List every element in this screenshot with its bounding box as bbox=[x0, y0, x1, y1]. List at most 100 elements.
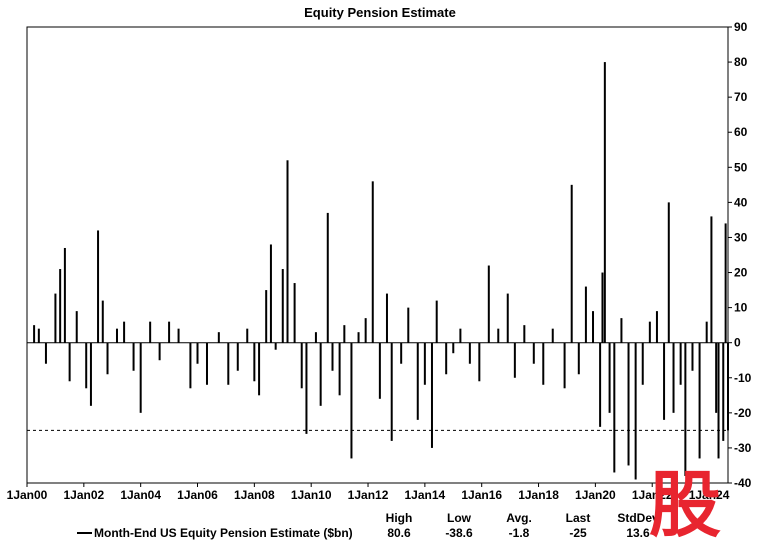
bar bbox=[371, 181, 374, 343]
bar bbox=[139, 342, 142, 413]
stat-value: 13.6 bbox=[626, 526, 650, 540]
bar bbox=[300, 342, 303, 389]
bar bbox=[727, 342, 729, 431]
bar bbox=[205, 342, 208, 385]
stat-value: 80.6 bbox=[387, 526, 411, 540]
x-axis: 1Jan00 1Jan02 1Jan04 1Jan06 1Jan08 1Jan10 1Jan… bbox=[7, 483, 730, 502]
bar bbox=[265, 290, 268, 343]
bar bbox=[158, 342, 161, 361]
stat-label: StdDev bbox=[617, 511, 659, 525]
y-tick-label: 50 bbox=[734, 160, 748, 174]
stat-value: -25 bbox=[569, 526, 587, 540]
x-tick-label: 1Jan14 bbox=[405, 488, 446, 502]
watermark-glyph: 股 bbox=[649, 463, 721, 542]
y-tick-label: 80 bbox=[734, 55, 748, 69]
bar bbox=[246, 328, 249, 343]
x-tick-label: 1Jan08 bbox=[234, 488, 275, 502]
bar bbox=[705, 321, 708, 343]
legend-label: Month-End US Equity Pension Estimate ($b… bbox=[94, 526, 353, 540]
bar bbox=[196, 342, 199, 364]
x-tick-label: 1Jan10 bbox=[291, 488, 332, 502]
bar bbox=[217, 332, 220, 343]
bar bbox=[532, 342, 535, 364]
bar bbox=[497, 328, 500, 343]
x-tick-label: 1Jan02 bbox=[63, 488, 104, 502]
bar bbox=[523, 325, 526, 343]
bar bbox=[305, 342, 308, 434]
bar bbox=[570, 184, 573, 343]
y-tick-label: -40 bbox=[734, 476, 752, 490]
bar bbox=[286, 160, 289, 343]
stat-label: Last bbox=[566, 511, 591, 525]
y-tick-label: -10 bbox=[734, 371, 752, 385]
bar bbox=[258, 342, 261, 396]
bar bbox=[445, 342, 448, 375]
x-tick-label: 1Jan12 bbox=[348, 488, 389, 502]
bar bbox=[603, 62, 606, 343]
bar bbox=[435, 300, 438, 343]
chart-title: Equity Pension Estimate bbox=[304, 5, 456, 20]
bar bbox=[364, 318, 367, 343]
legend: Month-End US Equity Pension Estimate ($b… bbox=[77, 526, 353, 540]
bar bbox=[338, 342, 341, 396]
bar bbox=[97, 230, 100, 343]
x-tick-label: 1Jan06 bbox=[177, 488, 218, 502]
bar bbox=[691, 342, 694, 371]
y-tick-label: 10 bbox=[734, 301, 748, 315]
y-tick-label: 20 bbox=[734, 266, 748, 280]
bar bbox=[722, 342, 725, 441]
bar bbox=[115, 328, 118, 343]
x-tick-label: 1Jan16 bbox=[461, 488, 502, 502]
bar bbox=[430, 342, 433, 448]
x-tick-label: 1Jan24 bbox=[689, 488, 730, 502]
bar bbox=[655, 311, 658, 343]
bar bbox=[343, 325, 346, 343]
y-axis: -40 -30 -20 -10 0 10 20 30 40 50 60 70 80 90 bbox=[728, 20, 752, 490]
bar bbox=[281, 269, 284, 343]
stat-label: High bbox=[386, 511, 413, 525]
y-tick-label: 70 bbox=[734, 90, 748, 104]
bar bbox=[357, 332, 360, 343]
x-tick-label: 1Jan18 bbox=[518, 488, 559, 502]
y-tick-label: -20 bbox=[734, 406, 752, 420]
bar bbox=[400, 342, 403, 364]
bar bbox=[487, 265, 490, 343]
bar bbox=[513, 342, 516, 378]
bar bbox=[563, 342, 566, 389]
bar bbox=[724, 223, 727, 343]
bar bbox=[85, 342, 88, 389]
bar bbox=[684, 342, 687, 476]
bar bbox=[326, 212, 329, 343]
y-tick-label: -30 bbox=[734, 441, 752, 455]
bar bbox=[319, 342, 322, 406]
bar bbox=[75, 311, 78, 343]
bar bbox=[189, 342, 192, 389]
bar bbox=[717, 342, 720, 459]
bar bbox=[672, 342, 675, 413]
stat-label: Avg. bbox=[506, 511, 532, 525]
bar bbox=[269, 244, 272, 343]
bar bbox=[478, 342, 481, 382]
bar bbox=[390, 342, 393, 441]
bar bbox=[149, 321, 152, 343]
y-tick-label: 40 bbox=[734, 195, 748, 209]
bar bbox=[106, 342, 109, 375]
y-tick-label: 0 bbox=[734, 336, 741, 350]
bar bbox=[634, 342, 637, 480]
bar bbox=[293, 283, 296, 343]
bar bbox=[54, 293, 57, 343]
bar bbox=[679, 342, 682, 385]
bar bbox=[385, 293, 388, 343]
bar bbox=[551, 328, 554, 343]
bar bbox=[101, 300, 104, 343]
bar bbox=[416, 342, 419, 420]
plot-frame bbox=[26, 26, 729, 484]
bar bbox=[601, 272, 604, 343]
bar bbox=[44, 342, 47, 364]
bar bbox=[59, 269, 62, 343]
bar bbox=[37, 328, 40, 343]
bar bbox=[407, 307, 410, 343]
bar bbox=[123, 321, 126, 343]
